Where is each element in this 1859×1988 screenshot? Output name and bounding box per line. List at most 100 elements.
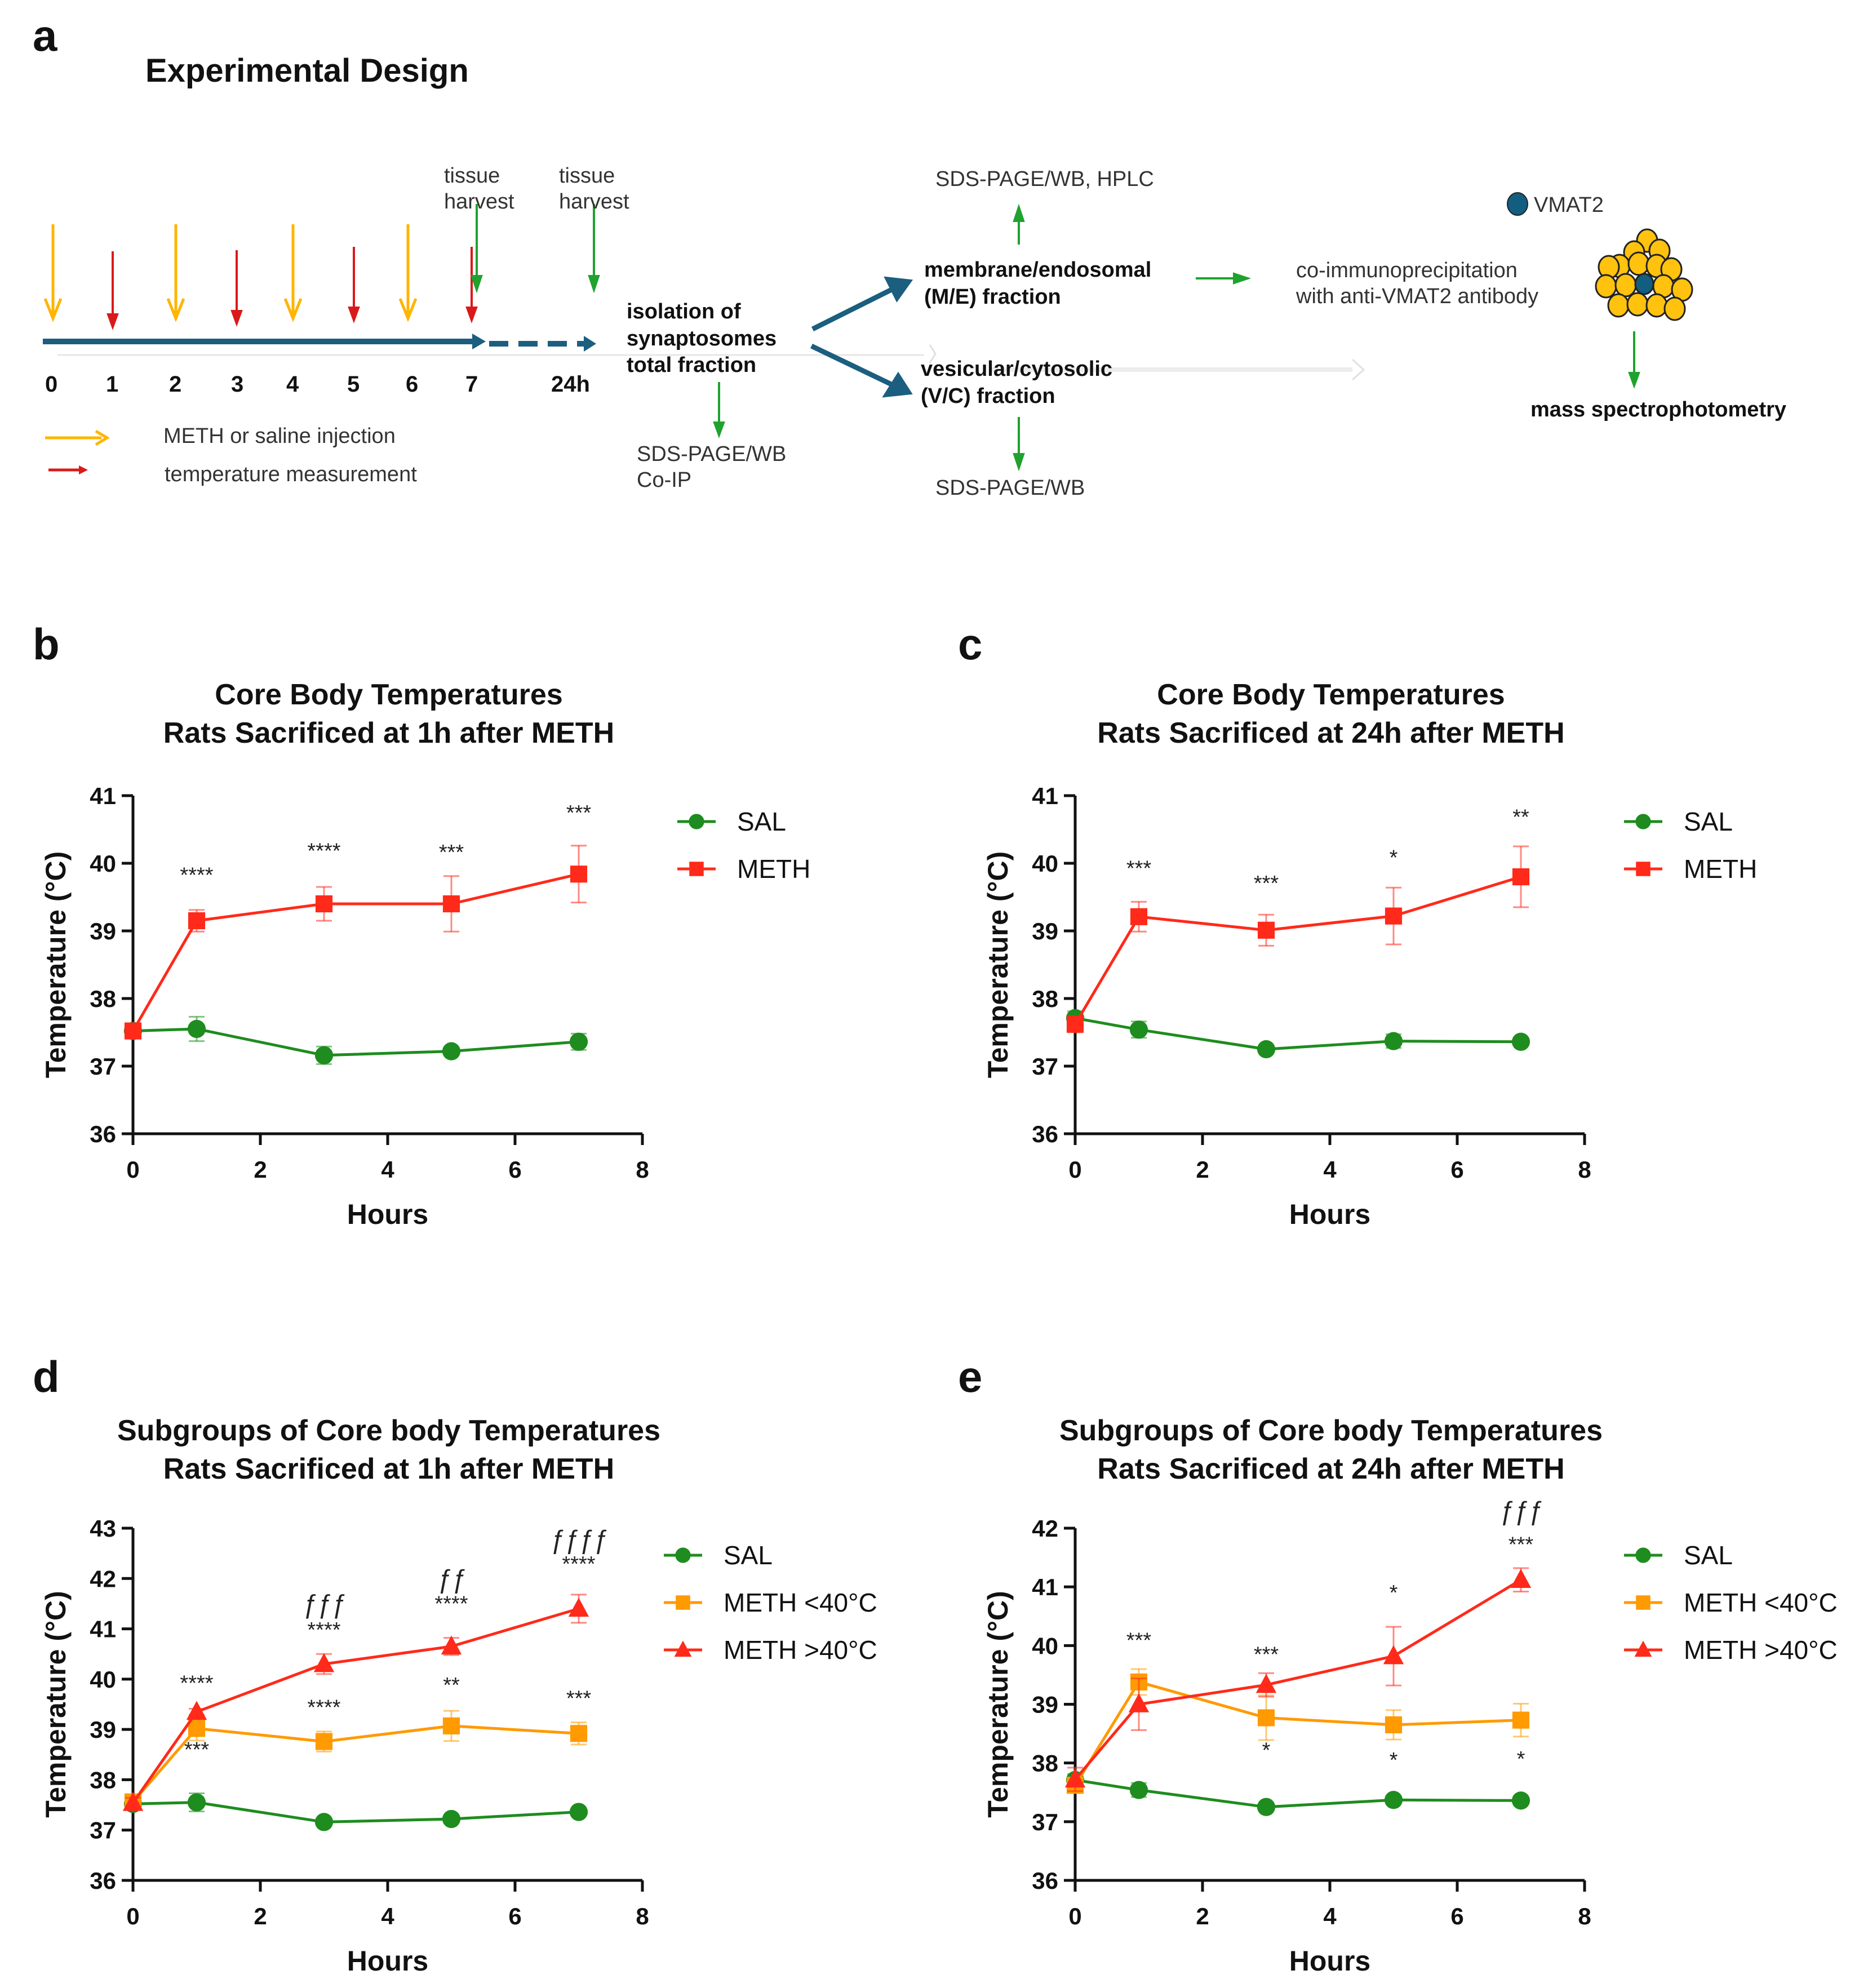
data-point xyxy=(1385,907,1403,925)
y-tick-label: 36 xyxy=(90,1867,116,1894)
fraction-line: membrane/endosomal xyxy=(924,258,1152,282)
vmat2-bead-cluster-icon xyxy=(1595,228,1693,321)
x-tick-label: 4 xyxy=(1323,1156,1337,1183)
y-tick-label: 39 xyxy=(1032,1692,1058,1718)
harvest-label-line: harvest xyxy=(559,189,629,214)
x-tick-label: 8 xyxy=(636,1156,649,1183)
x-tick-label: 6 xyxy=(508,1903,521,1929)
data-point xyxy=(1128,1693,1150,1712)
y-tick-label: 37 xyxy=(90,1053,116,1080)
legend-d: SAL METH <40°C METH >40°C xyxy=(663,1532,877,1674)
timeline-tick: 3 xyxy=(231,372,244,397)
legend-b: SAL METH xyxy=(676,798,810,893)
data-point xyxy=(442,1717,460,1734)
chart-title-line: Core Body Temperatures xyxy=(1157,678,1505,711)
significance-stars: **** xyxy=(180,1672,213,1696)
legend-label: SAL xyxy=(724,1541,773,1570)
series-line xyxy=(1075,1017,1521,1051)
x-tick-label: 2 xyxy=(1196,1156,1209,1183)
significance-stars: **** xyxy=(307,1696,340,1719)
significance-stars: * xyxy=(1390,1749,1398,1772)
data-point xyxy=(123,1795,143,1813)
data-point xyxy=(1512,1711,1530,1729)
series-sal xyxy=(123,1792,588,1831)
y-tick-label: 43 xyxy=(90,1515,116,1542)
vc-fraction: vesicular/cytosolic (V/C) fraction xyxy=(921,356,1112,410)
timeline-tick: 1 xyxy=(106,372,119,397)
chart-title-c: Core Body Temperatures Rats Sacrificed at… xyxy=(937,676,1725,752)
legend-label: SAL xyxy=(1684,807,1733,836)
legend-label: SAL xyxy=(737,807,786,836)
chart-title-d: Subgroups of Core body Temperatures Rats … xyxy=(0,1412,783,1488)
harvest-label-line: harvest xyxy=(444,189,514,214)
data-point xyxy=(442,1809,461,1829)
branch-arrows xyxy=(810,276,913,398)
temperature-arrows xyxy=(107,247,478,330)
series-line xyxy=(1074,1578,1522,1781)
synaptosome-assay: SDS-PAGE/WB Co-IP xyxy=(637,442,786,493)
timeline-tick: 0 xyxy=(45,372,58,397)
series-meth-40-c xyxy=(1064,1567,1532,1792)
harvest-label-24h: tissue harvest xyxy=(559,163,629,215)
timeline-tick: 5 xyxy=(347,372,360,397)
data-point xyxy=(1257,1798,1276,1816)
significance-symbol-f: ƒƒƒƒ xyxy=(550,1525,607,1555)
timeline-dashed-arrowhead xyxy=(584,336,596,352)
y-axis-label: Temperature (°C) xyxy=(982,851,1014,1078)
data-point xyxy=(1511,1032,1530,1051)
coip-label: co-immunoprecipitation with anti-VMAT2 a… xyxy=(1296,258,1538,309)
significance-stars: *** xyxy=(439,841,464,864)
significance-symbol-f: ƒƒ xyxy=(437,1564,465,1594)
legend-swatch-circle-icon xyxy=(1624,814,1662,829)
x-tick-label: 0 xyxy=(1068,1903,1081,1929)
significance-annotations: *************ƒƒƒ xyxy=(1126,1496,1543,1772)
data-point xyxy=(1255,1674,1277,1693)
series-line xyxy=(1073,875,1521,1025)
y-tick-label: 38 xyxy=(1032,986,1058,1012)
x-tick-label: 6 xyxy=(508,1156,521,1183)
data-point xyxy=(1257,921,1275,939)
x-axis-label: Hours xyxy=(347,1945,428,1977)
x-tick-label: 8 xyxy=(1578,1903,1591,1929)
timeline-tick: 24h xyxy=(551,372,590,397)
y-tick-label: 41 xyxy=(1032,1574,1058,1600)
x-tick-label: 0 xyxy=(126,1156,139,1183)
data-point xyxy=(676,1595,690,1610)
significance-stars: **** xyxy=(562,1552,595,1576)
legend-label: METH <40°C xyxy=(724,1588,877,1617)
legend-label: METH xyxy=(737,854,811,884)
data-point xyxy=(570,866,588,883)
assay-line: Co-IP xyxy=(637,468,692,492)
timeline-tick: 4 xyxy=(286,372,299,397)
data-point xyxy=(315,895,333,913)
chart-title-b: Core Body Temperatures Rats Sacrificed at… xyxy=(0,676,783,752)
series-line xyxy=(1075,1778,1521,1809)
legend-label: METH xyxy=(1684,854,1758,884)
faint-arrow-2 xyxy=(1351,358,1365,381)
data-point xyxy=(1635,1547,1651,1563)
design-title: Experimental Design xyxy=(145,52,469,89)
data-point xyxy=(186,1701,207,1720)
y-tick-label: 38 xyxy=(90,986,116,1012)
x-axis-label: Hours xyxy=(1289,1945,1370,1977)
x-tick-label: 6 xyxy=(1450,1903,1463,1929)
y-tick-label: 40 xyxy=(90,850,116,877)
significance-stars: **** xyxy=(434,1592,468,1616)
legend-item: METH xyxy=(1623,845,1757,893)
x-tick-label: 0 xyxy=(1068,1156,1081,1183)
me-assay: SDS-PAGE/WB, HPLC xyxy=(935,167,1154,191)
significance-stars: **** xyxy=(307,1618,340,1642)
data-point xyxy=(568,1598,589,1617)
legend-item: METH <40°C xyxy=(663,1579,877,1626)
legend-item: METH xyxy=(676,845,810,893)
faint-arrow-1 xyxy=(929,344,937,363)
y-tick-label: 38 xyxy=(1032,1750,1058,1777)
legend-temperature-label: temperature measurement xyxy=(165,463,417,486)
harvest-arrows xyxy=(471,203,1640,472)
x-tick-label: 0 xyxy=(126,1903,139,1929)
data-point xyxy=(1130,908,1148,925)
legend-item: METH >40°C xyxy=(1623,1626,1838,1674)
y-tick-label: 37 xyxy=(1032,1809,1058,1835)
data-point xyxy=(188,1720,206,1737)
mass-spec-label: mass spectrophotometry xyxy=(1530,398,1787,421)
